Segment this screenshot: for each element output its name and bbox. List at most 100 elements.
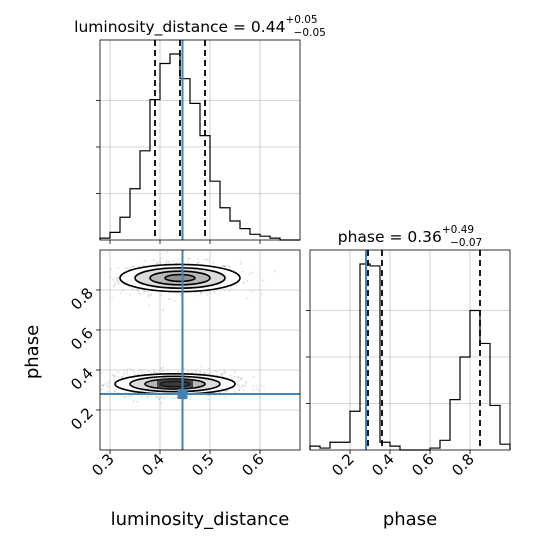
- posterior-sample: [207, 398, 210, 400]
- posterior-sample: [189, 398, 192, 401]
- posterior-sample: [208, 291, 211, 294]
- posterior-sample: [107, 386, 110, 388]
- posterior-sample: [222, 265, 225, 267]
- posterior-sample: [256, 385, 259, 387]
- posterior-sample: [139, 293, 142, 296]
- posterior-sample: [111, 297, 113, 300]
- posterior-sample: [141, 371, 144, 374]
- posterior-sample: [114, 281, 117, 284]
- posterior-sample: [234, 371, 237, 373]
- posterior-sample: [148, 295, 150, 298]
- posterior-sample: [146, 290, 149, 293]
- posterior-sample: [213, 291, 216, 294]
- posterior-sample: [146, 395, 149, 398]
- posterior-sample: [136, 400, 138, 403]
- posterior-sample: [172, 260, 175, 262]
- posterior-sample: [193, 369, 196, 371]
- posterior-sample: [166, 396, 169, 398]
- posterior-sample: [137, 291, 140, 294]
- posterior-sample: [103, 383, 106, 385]
- posterior-sample: [199, 291, 202, 294]
- posterior-sample: [257, 389, 260, 392]
- posterior-sample: [187, 261, 189, 264]
- posterior-sample: [131, 265, 134, 268]
- posterior-sample: [199, 370, 202, 372]
- phase-x-tick-label: 0.8: [448, 450, 478, 480]
- posterior-sample: [132, 265, 135, 268]
- posterior-sample: [117, 281, 120, 284]
- phase-x-tick-label: 0.4: [368, 450, 398, 480]
- posterior-sample: [160, 257, 163, 259]
- posterior-sample: [139, 368, 142, 371]
- posterior-sample: [157, 396, 159, 398]
- posterior-sample: [121, 376, 124, 378]
- posterior-sample: [117, 267, 119, 269]
- posterior-sample: [177, 370, 180, 373]
- phase-title: phase = 0.36+0.49 −0.07: [338, 224, 483, 249]
- posterior-sample: [208, 367, 211, 370]
- posterior-sample: [226, 390, 229, 392]
- posterior-sample: [113, 374, 116, 377]
- posterior-sample: [239, 260, 242, 263]
- posterior-sample: [235, 380, 238, 383]
- posterior-sample: [132, 288, 134, 291]
- posterior-sample: [214, 370, 216, 373]
- panel-phase-hist: 0.2 0.4 0.6 0.8 phase = 0.36+0.49 −0.07: [306, 224, 511, 480]
- posterior-sample: [111, 374, 114, 377]
- posterior-sample: [242, 388, 245, 391]
- posterior-sample: [122, 373, 125, 376]
- posterior-sample: [126, 372, 129, 375]
- posterior-sample: [238, 384, 241, 387]
- posterior-sample: [241, 270, 244, 273]
- posterior-sample: [176, 262, 179, 264]
- posterior-sample: [223, 289, 226, 292]
- posterior-x-tick-label: 0.6: [238, 450, 268, 480]
- posterior-sample: [259, 384, 262, 387]
- posterior-sample: [165, 260, 168, 262]
- posterior-sample: [113, 379, 116, 382]
- posterior-density-peak: [157, 379, 193, 389]
- posterior-sample: [113, 283, 116, 286]
- luminosity-distance-title: luminosity_distance = 0.44+0.05 −0.05: [74, 14, 326, 39]
- posterior-sample: [263, 385, 265, 388]
- posterior-sample: [155, 262, 158, 265]
- phase-x-tick-label: 0.6: [408, 450, 438, 480]
- posterior-sample: [148, 304, 151, 306]
- posterior-sample: [262, 279, 265, 282]
- posterior-y-tick-label: 0.6: [67, 324, 97, 354]
- posterior-sample: [206, 258, 208, 261]
- posterior-sample: [136, 289, 139, 292]
- posterior-sample: [240, 378, 243, 380]
- x-axis-label-luminosity-distance: luminosity_distance: [111, 509, 290, 530]
- posterior-sample: [245, 380, 247, 383]
- posterior-sample: [235, 284, 238, 287]
- posterior-sample: [273, 270, 276, 273]
- posterior-sample: [137, 373, 140, 375]
- posterior-sample: [221, 375, 224, 377]
- posterior-truth-marker: [177, 389, 188, 399]
- posterior-sample: [239, 378, 242, 381]
- posterior-sample: [188, 257, 191, 260]
- posterior-sample: [155, 395, 157, 398]
- posterior-contour-level: [164, 273, 196, 283]
- posterior-sample: [259, 396, 261, 398]
- posterior-sample: [208, 373, 211, 376]
- posterior-sample: [163, 395, 166, 398]
- posterior-sample: [252, 385, 255, 388]
- posterior-sample: [197, 261, 200, 264]
- posterior-sample: [209, 394, 212, 397]
- posterior-sample: [120, 376, 123, 378]
- posterior-sample: [159, 367, 162, 370]
- posterior-sample: [222, 372, 224, 375]
- posterior-sample: [194, 291, 197, 294]
- posterior-sample: [240, 263, 243, 265]
- posterior-y-tick-label: 0.4: [67, 364, 97, 394]
- posterior-sample: [159, 261, 162, 264]
- posterior-sample: [123, 396, 125, 398]
- posterior-sample: [203, 371, 206, 374]
- posterior-sample: [177, 259, 180, 261]
- posterior-sample: [249, 273, 252, 276]
- posterior-sample: [223, 265, 226, 268]
- posterior-sample: [118, 282, 120, 285]
